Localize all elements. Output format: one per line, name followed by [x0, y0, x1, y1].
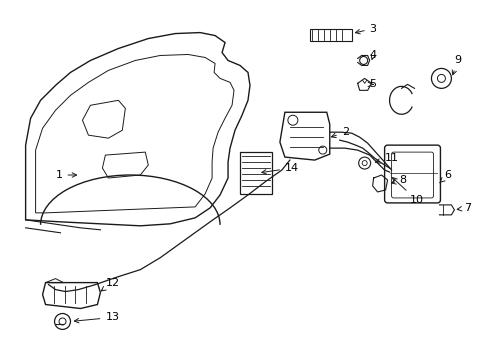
Text: 8: 8 — [392, 175, 407, 185]
Text: 4: 4 — [369, 50, 377, 60]
Text: 13: 13 — [74, 312, 120, 323]
Text: 11: 11 — [375, 153, 398, 163]
Text: 7: 7 — [457, 203, 471, 213]
Text: 5: 5 — [368, 79, 377, 89]
Text: 6: 6 — [440, 170, 451, 183]
Text: 12: 12 — [101, 278, 120, 291]
Bar — [310, 28, 352, 41]
Text: 2: 2 — [331, 127, 349, 138]
Text: 10: 10 — [392, 177, 423, 205]
Bar — [240, 152, 272, 194]
Text: 9: 9 — [452, 55, 462, 75]
Text: 1: 1 — [55, 170, 76, 180]
Text: 3: 3 — [355, 24, 377, 34]
Text: 14: 14 — [262, 163, 299, 174]
